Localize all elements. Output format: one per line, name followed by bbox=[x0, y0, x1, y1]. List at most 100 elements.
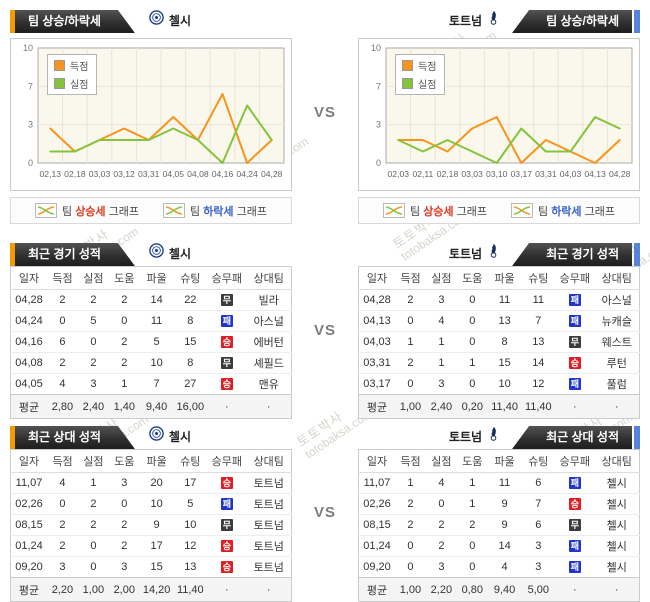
result-badge-win: 승 bbox=[220, 336, 233, 349]
stat-cell: 11 bbox=[521, 289, 556, 311]
stat-cell: 15 bbox=[173, 331, 208, 353]
stat-cell: 0 bbox=[456, 310, 488, 332]
result-badge-loss: 패 bbox=[568, 294, 581, 307]
table-row: 09,20 3 0 3 15 13 승 토트넘 bbox=[10, 556, 292, 578]
x-tick-label: 04,28 bbox=[609, 169, 631, 179]
tottenham-logo-icon bbox=[487, 10, 500, 33]
column-header: 도움 bbox=[108, 266, 140, 290]
stat-cell: 3 bbox=[425, 289, 457, 311]
rise-graph-icon bbox=[35, 203, 57, 218]
legend-up: 팀 상승세 그래프 bbox=[383, 203, 487, 219]
average-cell: · bbox=[594, 394, 640, 419]
stat-cell: 0 bbox=[395, 556, 426, 578]
result-badge-loss: 패 bbox=[568, 561, 581, 574]
average-cell: · bbox=[207, 394, 247, 419]
chelsea-logo-icon bbox=[149, 243, 164, 266]
result-badge-loss: 패 bbox=[568, 378, 581, 391]
recent-header-left: 최근 경기 성적 첼시 bbox=[10, 243, 292, 266]
y-tick-label: 7 bbox=[376, 81, 381, 91]
result-cell: 승 bbox=[207, 373, 247, 395]
x-tick-label: 02,11 bbox=[412, 169, 433, 179]
table-row: 08,15 2 2 2 9 6 무 첼시 bbox=[358, 514, 640, 536]
x-tick-label: 04,24 bbox=[236, 169, 258, 179]
opponent-cell: 토트넘 bbox=[246, 472, 292, 494]
average-cell: 1,00 bbox=[395, 577, 426, 602]
stat-cell: 0 bbox=[456, 535, 488, 557]
stat-cell: 14 bbox=[521, 352, 556, 374]
column-header: 실점 bbox=[425, 449, 457, 473]
average-cell: · bbox=[246, 577, 292, 602]
stat-cell: 11 bbox=[139, 310, 174, 332]
stat-cell: 2 bbox=[77, 352, 109, 374]
team-name: 토트넘 bbox=[448, 247, 483, 261]
table-header-row: 일자 득점 실점 도움 파울 슈팅 승무패 상대팀 bbox=[10, 266, 292, 290]
result-badge-loss: 패 bbox=[568, 540, 581, 553]
x-tick-label: 04,08 bbox=[187, 169, 209, 179]
stat-cell: 3 bbox=[47, 556, 78, 578]
stat-cell: 14 bbox=[487, 535, 522, 557]
result-badge-win: 승 bbox=[220, 561, 233, 574]
legend-down-text: 팀 하락세 그래프 bbox=[538, 205, 615, 218]
average-cell: 0,20 bbox=[456, 394, 488, 419]
result-badge-win: 승 bbox=[220, 477, 233, 490]
column-header: 도움 bbox=[456, 266, 488, 290]
stat-cell: 4 bbox=[47, 373, 78, 395]
chart-legend-item: 실점 bbox=[402, 76, 436, 91]
result-cell: 무 bbox=[555, 514, 595, 536]
stat-cell: 4 bbox=[487, 556, 522, 578]
stat-cell: 2 bbox=[108, 514, 140, 536]
stat-cell: 5 bbox=[173, 493, 208, 515]
accent-bar bbox=[10, 10, 15, 33]
chart-legend-item: 실점 bbox=[54, 76, 88, 91]
x-tick-label: 03,31 bbox=[138, 169, 160, 179]
opponent-cell: 토트넘 bbox=[246, 514, 292, 536]
table-row: 08,15 2 2 2 9 10 무 토트넘 bbox=[10, 514, 292, 536]
opponent-cell: 토트넘 bbox=[246, 493, 292, 515]
result-cell: 승 bbox=[207, 472, 247, 494]
legend-up: 팀 상승세 그래프 bbox=[35, 203, 139, 219]
column-header: 도움 bbox=[108, 449, 140, 473]
team-label-chelsea: 첼시 bbox=[149, 243, 191, 266]
result-cell: 승 bbox=[555, 493, 595, 515]
table-row: 09,20 0 3 0 4 3 패 첼시 bbox=[358, 556, 640, 578]
legend-down: 팀 하락세 그래프 bbox=[163, 203, 267, 219]
column-header: 슈팅 bbox=[173, 266, 208, 290]
stat-cell: 6 bbox=[521, 514, 556, 536]
column-header: 일자 bbox=[358, 449, 396, 473]
stat-cell: 9 bbox=[487, 493, 522, 515]
column-header: 승무패 bbox=[207, 266, 247, 290]
average-cell: 11,40 bbox=[173, 577, 208, 602]
stat-cell: 0 bbox=[108, 493, 140, 515]
date-cell: 04,16 bbox=[10, 331, 48, 353]
x-tick-label: 03,17 bbox=[511, 169, 533, 179]
stat-cell: 27 bbox=[173, 373, 208, 395]
date-cell: 02,26 bbox=[358, 493, 396, 515]
team-name: 첼시 bbox=[168, 247, 192, 261]
table-row: 02,26 2 0 1 9 7 승 첼시 bbox=[358, 493, 640, 515]
opponent-cell: 셰필드 bbox=[246, 352, 292, 374]
x-tick-label: 02,03 bbox=[388, 169, 410, 179]
column-header: 일자 bbox=[10, 449, 48, 473]
stat-cell: 2 bbox=[47, 352, 78, 374]
date-cell: 09,20 bbox=[358, 556, 396, 578]
opponent-cell: 토트넘 bbox=[246, 535, 292, 557]
column-header: 파울 bbox=[487, 266, 522, 290]
column-header: 슈팅 bbox=[521, 266, 556, 290]
graph-legend-strip: 팀 상승세 그래프 팀 하락세 그래프 bbox=[10, 197, 292, 224]
average-cell: 평균 bbox=[10, 577, 48, 602]
stat-cell: 6 bbox=[521, 472, 556, 494]
average-cell: · bbox=[555, 394, 595, 419]
column-header: 득점 bbox=[395, 449, 426, 473]
table-row: 04,24 0 5 0 11 8 패 아스널 bbox=[10, 310, 292, 332]
average-cell: 5,00 bbox=[521, 577, 556, 602]
average-cell: 2,80 bbox=[47, 394, 78, 419]
x-tick-label: 02,18 bbox=[437, 169, 459, 179]
trend-chart-tottenham: 0 3 7 10 02,03 02,11 02,18 03,03 03,10 03,17 03,31… bbox=[358, 38, 640, 191]
column-header: 상대팀 bbox=[246, 266, 292, 290]
stat-cell: 3 bbox=[425, 556, 457, 578]
result-cell: 무 bbox=[207, 514, 247, 536]
result-badge-loss: 패 bbox=[568, 477, 581, 490]
stat-cell: 0 bbox=[77, 556, 109, 578]
opponent-cell: 빌라 bbox=[246, 289, 292, 311]
result-badge-win: 승 bbox=[220, 540, 233, 553]
